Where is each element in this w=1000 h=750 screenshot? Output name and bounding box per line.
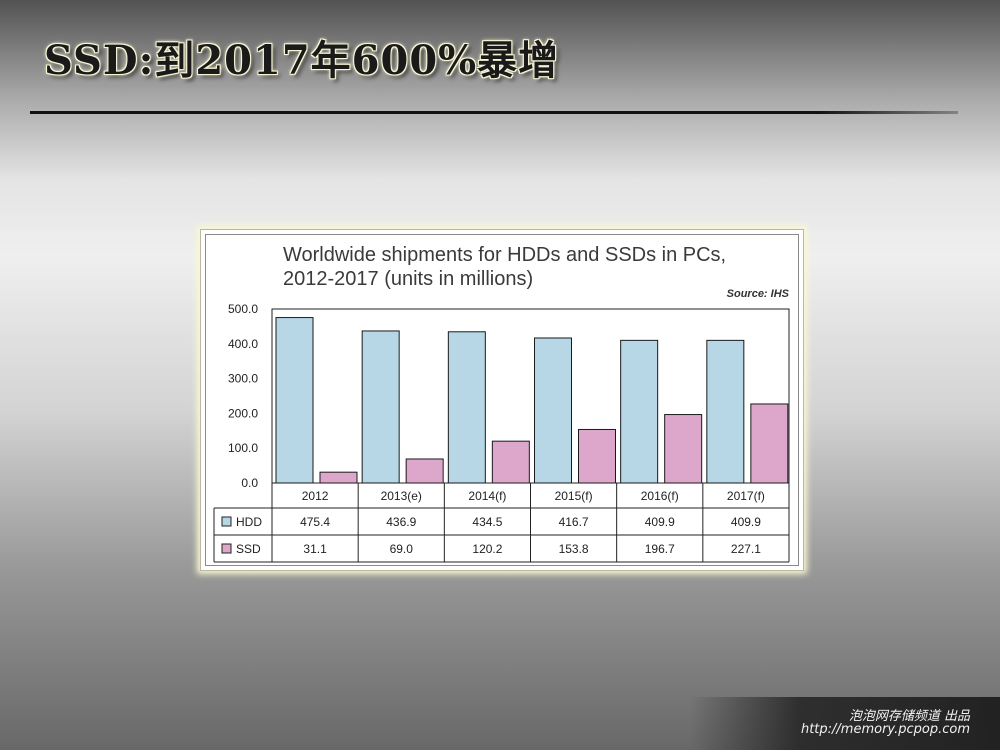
legend-label-ssd: SSD	[236, 542, 261, 556]
category-label: 2014(f)	[468, 489, 506, 503]
legend-swatch-ssd	[221, 543, 232, 554]
category-label: 2015(f)	[555, 489, 593, 503]
data-label-hdd: 409.9	[645, 515, 675, 529]
ssd-bar	[319, 471, 358, 484]
bar-chart: 0.0 100.0 200.0 300.0 400.0 500.0 2012 2013(e) 2…	[213, 302, 790, 563]
data-label-ssd: 31.1	[303, 542, 327, 556]
ssd-bar	[405, 458, 444, 484]
category-label: 2017(f)	[727, 489, 765, 503]
y-tick-label: 100.0	[228, 441, 258, 455]
data-label-hdd: 436.9	[386, 515, 416, 529]
legend-swatch-hdd	[221, 516, 232, 527]
data-label-ssd: 227.1	[731, 542, 761, 556]
data-label-ssd: 120.2	[472, 542, 502, 556]
data-label-hdd: 409.9	[731, 515, 761, 529]
category-label: 2016(f)	[641, 489, 679, 503]
data-label-ssd: 196.7	[645, 542, 675, 556]
y-tick-label: 500.0	[228, 302, 258, 316]
hdd-bar	[534, 337, 572, 484]
ssd-bar	[578, 428, 616, 484]
chart-title-line1: Worldwide shipments for HDDs and SSDs in…	[283, 244, 727, 266]
legend-label-hdd: HDD	[236, 515, 262, 529]
data-label-hdd: 416.7	[559, 515, 589, 529]
data-label-ssd: 153.8	[559, 542, 589, 556]
y-tick-label: 300.0	[228, 372, 258, 386]
footer-band	[690, 697, 1000, 750]
y-tick-label: 400.0	[228, 337, 258, 351]
hdd-bar	[447, 331, 486, 484]
chart-card: Worldwide shipments for HDDs and SSDs in…	[200, 229, 804, 571]
chart-source: Source: IHS	[726, 288, 789, 300]
hdd-bar	[706, 339, 745, 484]
footer-url: http://memory.pcpop.com	[800, 722, 970, 737]
title-divider	[30, 111, 958, 114]
y-tick-label: 0.0	[241, 476, 258, 490]
chart-frame	[205, 234, 799, 566]
ssd-bar	[750, 403, 789, 484]
hdd-bar	[275, 317, 314, 484]
data-label-hdd: 475.4	[300, 515, 330, 529]
category-label: 2012	[302, 489, 329, 503]
ssd-bar	[491, 440, 530, 484]
data-label-ssd: 69.0	[390, 542, 414, 556]
chart-title-line2: 2012-2017 (units in millions)	[283, 268, 534, 290]
slide-title: SSD:到2017年600%暴增	[44, 37, 560, 84]
ssd-bar	[664, 414, 703, 484]
footer-credit: 泡泡网存储频道 出品	[848, 709, 970, 724]
category-label: 2013(e)	[381, 489, 422, 503]
hdd-bar	[620, 339, 659, 484]
y-tick-label: 200.0	[228, 406, 258, 420]
hdd-bar	[361, 330, 400, 484]
data-label-hdd: 434.5	[472, 515, 502, 529]
